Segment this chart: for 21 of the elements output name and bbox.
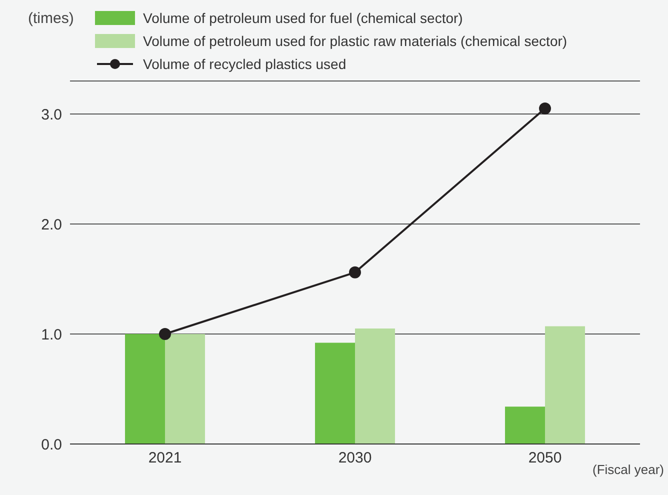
y-tick-label: 1.0 (41, 326, 62, 344)
x-tick-label: 2050 (528, 450, 562, 467)
x-axis-title: (Fiscal year) (592, 462, 664, 477)
y-tick-label: 3.0 (41, 106, 62, 124)
point (349, 266, 361, 278)
point (159, 328, 171, 340)
bar (315, 342, 355, 444)
bar (355, 328, 395, 444)
legend-label: Volume of recycled plastics used (143, 56, 346, 72)
bar (125, 334, 165, 444)
y-axis-title: (times) (28, 10, 74, 27)
point (539, 102, 551, 114)
bar (165, 334, 205, 444)
bar (545, 326, 585, 444)
x-tick-label: 2030 (338, 450, 372, 467)
legend-label: Volume of petroleum used for plastic raw materials (chemical sector) (143, 32, 568, 48)
x-tick-label: 2021 (148, 450, 182, 467)
y-tick-label: 0.0 (41, 436, 62, 454)
y-tick-label: 2.0 (41, 216, 62, 234)
bar (505, 406, 545, 444)
legend-label: Volume of petroleum used for fuel (chemical sector) (143, 10, 463, 26)
